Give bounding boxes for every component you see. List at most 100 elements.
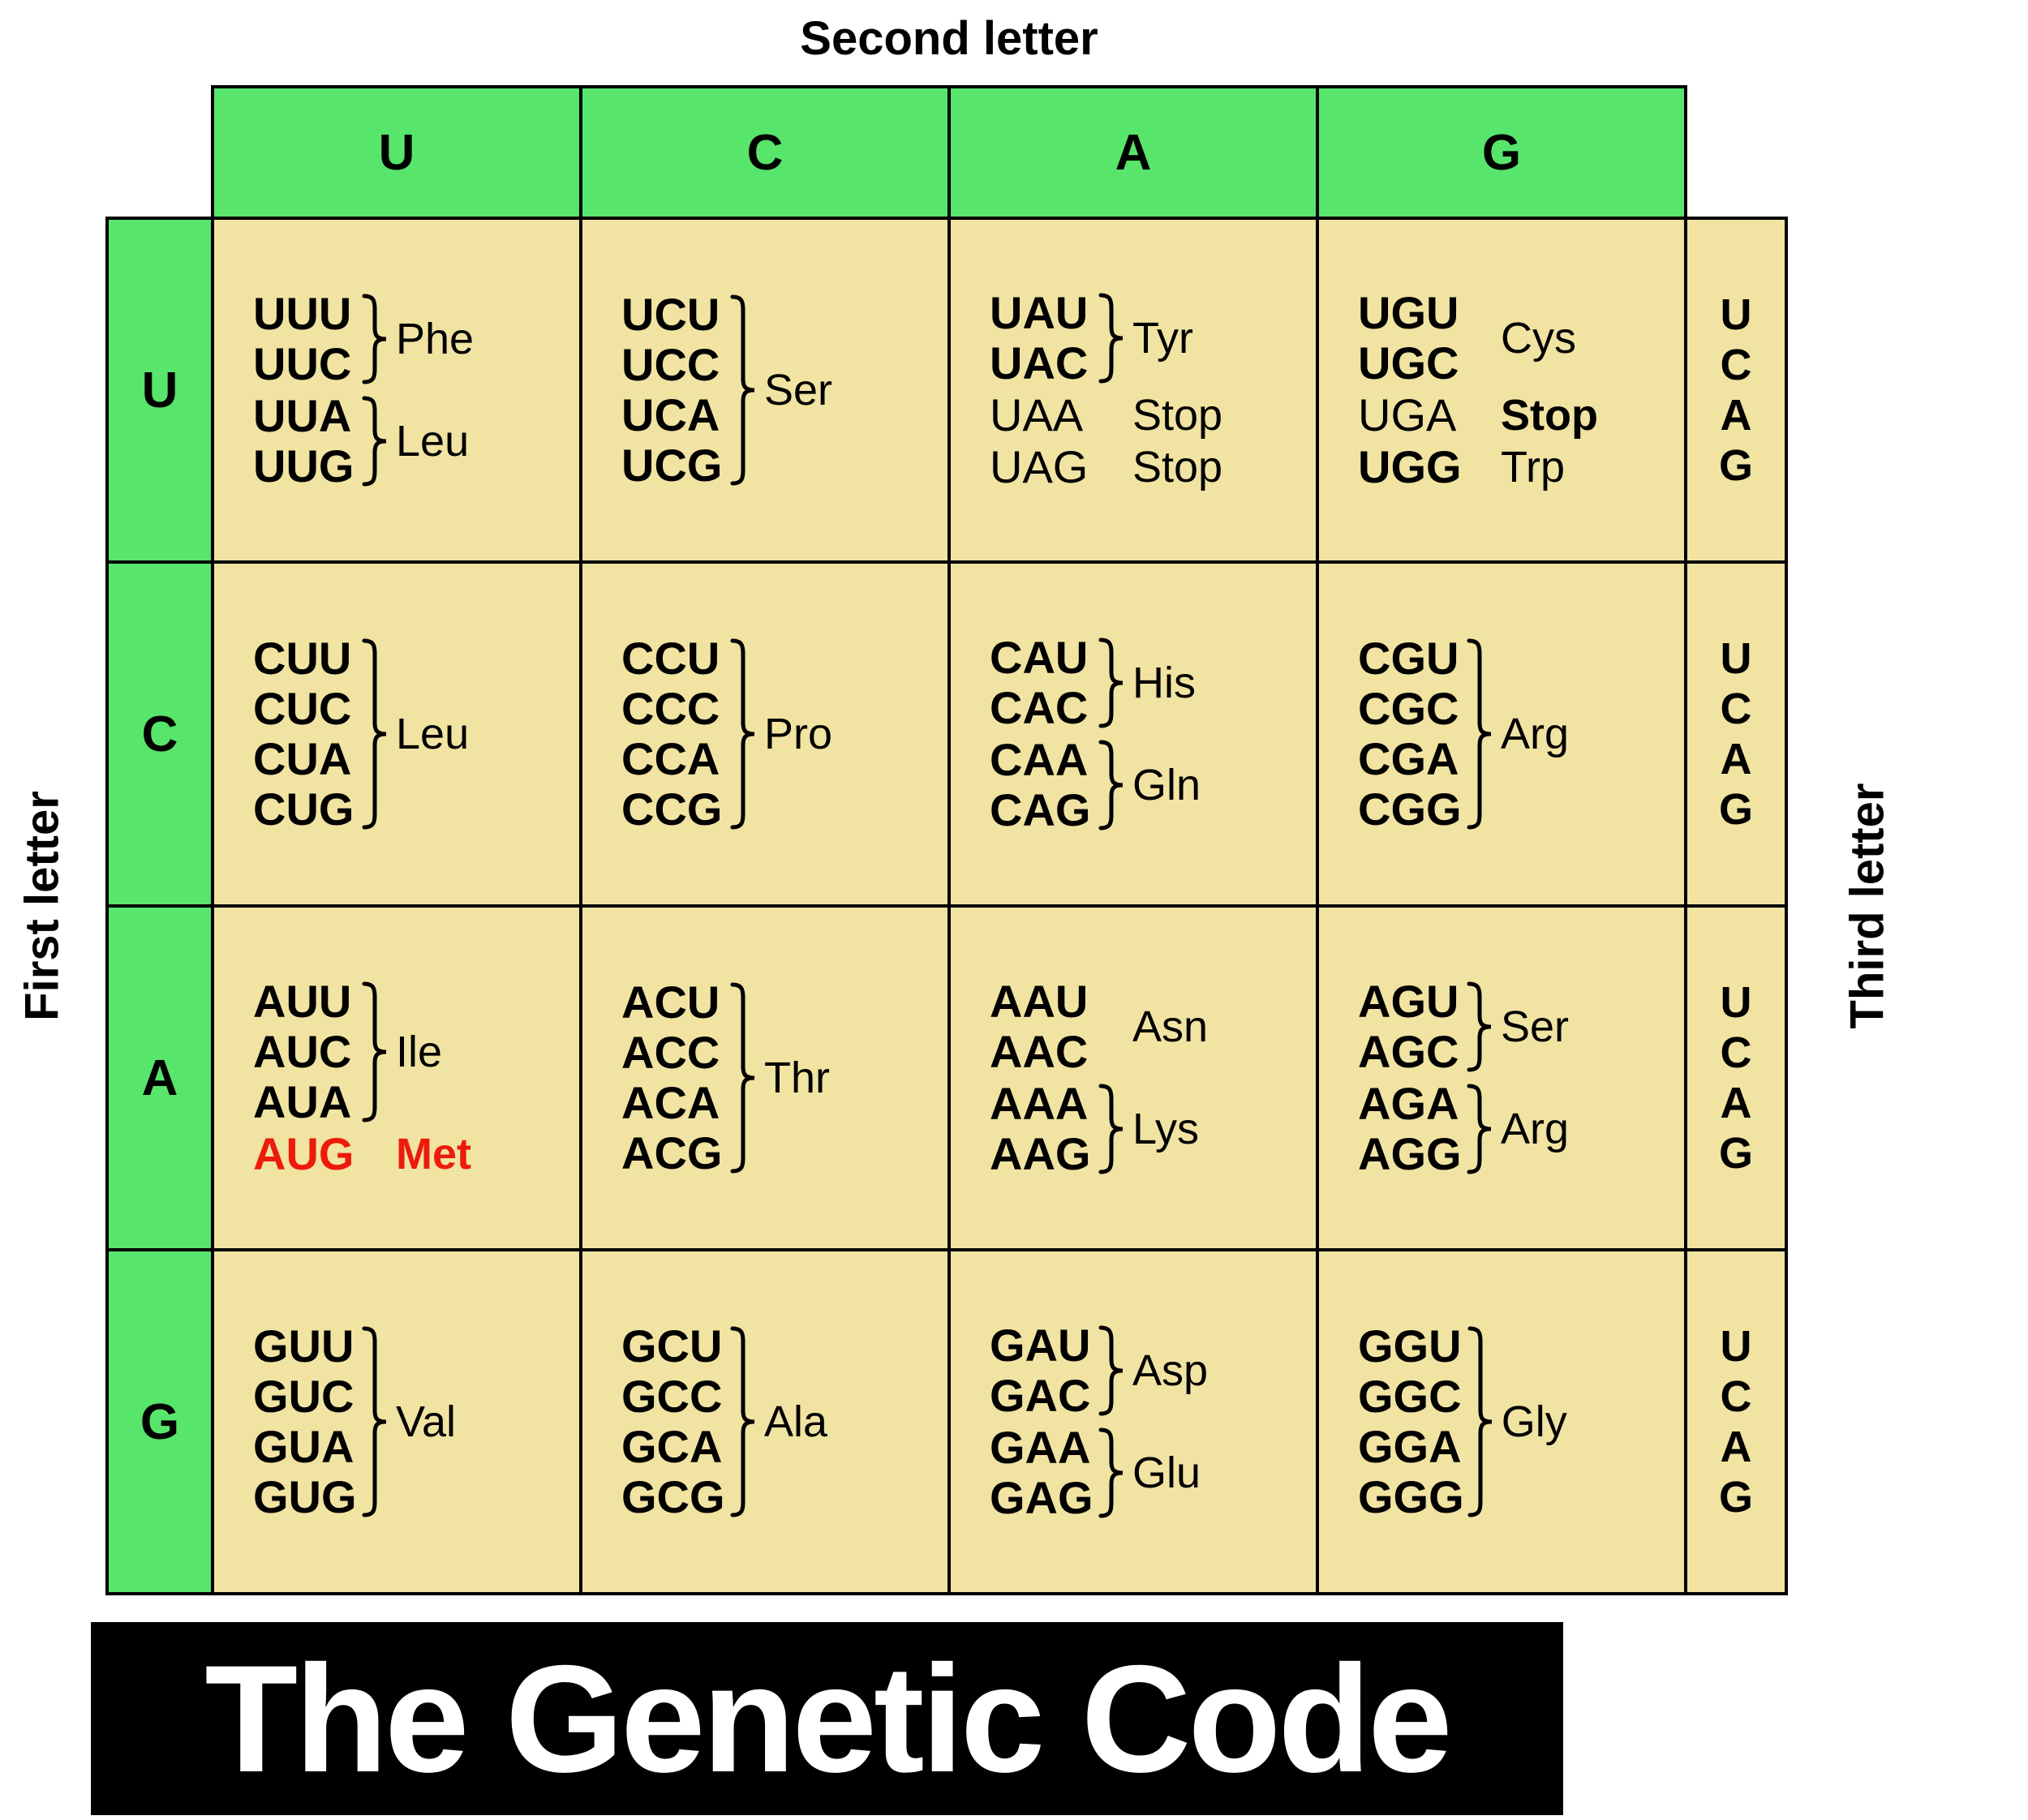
brace-icon	[1467, 1326, 1492, 1517]
codon-list: UUU UUC	[253, 289, 359, 389]
codon-CUC: CUC	[253, 683, 352, 734]
codon-list: UGU UGC	[1358, 288, 1463, 388]
brace-icon	[730, 1326, 755, 1517]
codon-list: UAA	[990, 390, 1095, 440]
codon-group: UAG Stop	[990, 442, 1316, 492]
amino-acid-label-Ser: Ser	[764, 366, 833, 414]
codon-AGC: AGC	[1358, 1026, 1459, 1077]
codon-CUG: CUG	[253, 783, 354, 835]
codon-list: UGG	[1358, 442, 1463, 492]
first-letter-axis-label: First letter	[15, 791, 69, 1021]
codon-group: UUA UUG Leu	[253, 391, 579, 491]
codon-UCU: UCU	[621, 289, 720, 340]
codon-cell-UA: UAU UAC Tyr UAA Stop UAG Stop	[951, 220, 1316, 560]
codon-cell-GG: GGU GGC GGA GGG Gly	[1319, 1251, 1684, 1592]
codon-GCA: GCA	[621, 1421, 723, 1472]
codon-ACC: ACC	[621, 1027, 720, 1078]
codon-cell-AU: AUU AUC AUA Ile AUG Met	[214, 908, 579, 1248]
amino-acid-label-Ala: Ala	[764, 1397, 828, 1446]
codon-AAC: AAC	[990, 1026, 1089, 1077]
brace-icon	[362, 638, 387, 830]
codon-GGG: GGG	[1358, 1471, 1464, 1522]
codon-group: UGG Trp	[1358, 442, 1684, 492]
codon-list: CCU CCC CCA CCG	[621, 633, 727, 835]
brace-spacer	[1095, 463, 1132, 471]
codon-list: AGU AGC	[1358, 977, 1463, 1077]
brace-spacer	[1463, 334, 1501, 342]
first-letter-header-U: U	[109, 220, 211, 560]
amino-acid-label-Lys: Lys	[1132, 1105, 1200, 1153]
codon-cell-UC: UCU UCC UCA UCG Ser	[582, 220, 947, 560]
third-letter-A: A	[1720, 1079, 1752, 1127]
brace-spacer	[1463, 411, 1501, 419]
first-letter-header-C: C	[109, 564, 211, 904]
codon-list: GUU GUC GUA GUG	[253, 1321, 359, 1522]
codon-UAU: UAU	[990, 287, 1089, 338]
brace-icon	[730, 982, 755, 1174]
brace-spacer	[1095, 411, 1132, 419]
codon-group: UAU UAC Tyr	[990, 288, 1316, 388]
codon-list: CUU CUC CUA CUG	[253, 633, 359, 835]
amino-acid-label-Stop: Stop	[1501, 391, 1598, 440]
third-letter-U: U	[1720, 978, 1752, 1027]
codon-UUA: UUA	[253, 390, 352, 441]
amino-acid-label-Thr: Thr	[764, 1054, 830, 1102]
codon-GAA: GAA	[990, 1422, 1091, 1473]
codon-list: CGU CGC CGA CGG	[1358, 633, 1463, 835]
brace-icon	[362, 294, 387, 384]
codon-list: UCU UCC UCA UCG	[621, 290, 727, 491]
codon-GAU: GAU	[990, 1320, 1091, 1371]
codon-cell-CA: CAU CAC His CAA CAG Gln	[951, 564, 1316, 904]
codon-grid: UUU UUC Phe UUA UUG Leu UCU UCC UCA UCG Ser UAU UAC T…	[211, 217, 1687, 1595]
codon-CCG: CCG	[621, 783, 723, 835]
codon-list: AGA AGG	[1358, 1079, 1463, 1179]
codon-list: AAU AAC	[990, 977, 1095, 1077]
codon-group: UGU UGC Cys	[1358, 288, 1684, 388]
codon-group: ACU ACC ACA ACG Thr	[621, 977, 947, 1178]
codon-CAU: CAU	[990, 632, 1089, 683]
brace-icon	[362, 396, 387, 487]
codon-AAA: AAA	[990, 1078, 1089, 1129]
page-title: The Genetic Code	[204, 1633, 1452, 1804]
codon-group: AUG Met	[253, 1129, 579, 1179]
codon-AUG: AUG	[253, 1128, 354, 1179]
codon-group: CUU CUC CUA CUG Leu	[253, 633, 579, 835]
amino-acid-label-His: His	[1132, 659, 1196, 707]
amino-acid-label-Met: Met	[396, 1130, 471, 1178]
amino-acid-label-Arg: Arg	[1501, 710, 1570, 758]
codon-group: GAA GAG Glu	[990, 1423, 1316, 1523]
codon-UAC: UAC	[990, 337, 1089, 388]
brace-icon	[1467, 1084, 1492, 1174]
codon-cell-UG: UGU UGC Cys UGA Stop UGG Trp	[1319, 220, 1684, 560]
codon-GUC: GUC	[253, 1371, 354, 1422]
amino-acid-label-Leu: Leu	[396, 710, 470, 758]
codon-list: UAG	[990, 442, 1095, 492]
third-letter-axis-label: Third letter	[1841, 783, 1894, 1029]
codon-list: UGA	[1358, 390, 1463, 440]
codon-UGG: UGG	[1358, 441, 1462, 492]
codon-group: AAA AAG Lys	[990, 1079, 1316, 1179]
brace-icon	[1098, 740, 1124, 831]
third-letter-U: U	[1720, 634, 1752, 683]
codon-group: UGA Stop	[1358, 390, 1684, 440]
codon-AUC: AUC	[253, 1026, 352, 1077]
amino-acid-label-Ile: Ile	[396, 1028, 443, 1076]
amino-acid-label-Glu: Glu	[1132, 1449, 1201, 1497]
codon-AAG: AAG	[990, 1128, 1091, 1179]
codon-GUA: GUA	[253, 1421, 354, 1472]
amino-acid-label-Gln: Gln	[1132, 761, 1201, 809]
codon-GGC: GGC	[1358, 1371, 1462, 1422]
amino-acid-label-Ser: Ser	[1501, 1002, 1570, 1051]
codon-cell-GU: GUU GUC GUA GUG Val	[214, 1251, 579, 1592]
codon-GCC: GCC	[621, 1371, 723, 1422]
third-letter-A: A	[1720, 391, 1752, 440]
third-letter-C: C	[1720, 685, 1752, 733]
third-letter-C: C	[1720, 1028, 1752, 1077]
codon-group: UUU UUC Phe	[253, 289, 579, 389]
first-letter-header-G: G	[109, 1251, 211, 1592]
brace-icon	[362, 1326, 387, 1517]
brace-icon	[1467, 638, 1492, 830]
